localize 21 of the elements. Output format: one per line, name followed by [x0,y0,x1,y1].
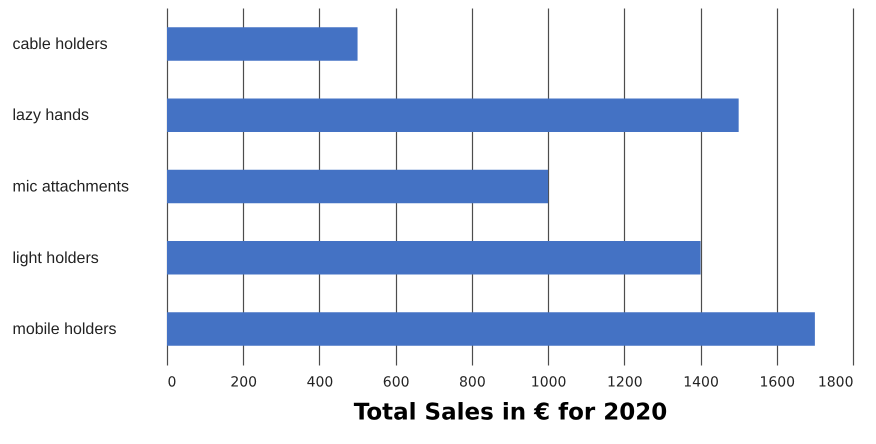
x-tick-label: 600 [382,374,410,390]
bar [167,27,358,61]
y-tick-label: cable holders [12,36,108,53]
bar [167,312,815,346]
bar [167,98,739,132]
x-tick-label: 1600 [759,374,796,390]
y-tick-label: lazy hands [12,107,89,124]
x-tick-label: 400 [306,374,334,390]
x-tick-label: 1200 [607,374,643,390]
x-tick-label: 200 [230,374,258,390]
x-tick-label: 1400 [683,374,719,390]
y-tick-label: light holders [12,250,99,267]
y-tick-label: mic attachments [12,178,129,196]
x-tick-label: 800 [459,374,486,390]
x-axis-title: Total Sales in € for 2020 [354,400,668,426]
x-tick-label: 1800 [818,374,854,390]
x-tick-label: 0 [168,374,176,390]
y-tick-label: mobile holders [12,321,117,338]
x-tick-label: 1000 [530,374,566,390]
bar [167,170,548,204]
bar [167,241,701,275]
